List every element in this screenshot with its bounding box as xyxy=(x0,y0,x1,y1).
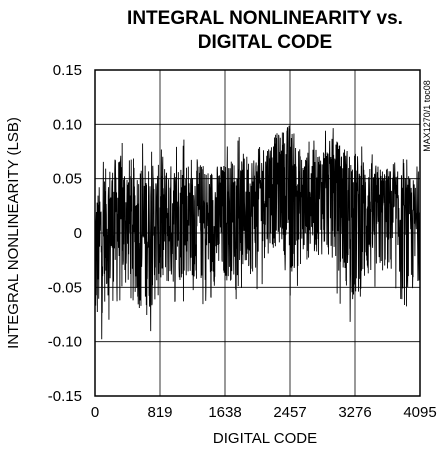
x-tick-label: 819 xyxy=(147,404,172,421)
x-tick-label: 1638 xyxy=(208,404,241,421)
x-tick-label: 0 xyxy=(91,404,99,421)
inl-trace xyxy=(94,125,421,340)
y-tick-label: 0.05 xyxy=(53,171,82,188)
chart-title-line-1: INTEGRAL NONLINEARITY vs. xyxy=(127,8,403,29)
y-axis-label: INTEGRAL NONLINEARITY (LSB) xyxy=(5,117,22,349)
x-tick-label: 2457 xyxy=(273,404,306,421)
y-tick-label: 0.15 xyxy=(53,62,82,79)
plot-frame xyxy=(94,69,421,397)
y-tick-label: -0.10 xyxy=(48,334,82,351)
x-axis-label: DIGITAL CODE xyxy=(213,430,317,447)
y-tick-label: 0 xyxy=(74,225,82,242)
x-axis-ticks: 0 819 1638 2457 3276 4095 xyxy=(91,404,437,421)
figure-id-note: MAX1270/1 toc08 xyxy=(422,80,432,152)
series-ink xyxy=(94,125,421,340)
y-axis-ticks: 0.15 0.10 0.05 0 -0.05 -0.10 -0.15 xyxy=(48,62,82,405)
chart-title-line-2: DIGITAL CODE xyxy=(198,32,332,53)
y-tick-label: 0.10 xyxy=(53,116,82,133)
y-tick-label: -0.15 xyxy=(48,388,82,405)
x-tick-label: 3276 xyxy=(338,404,371,421)
y-tick-label: -0.05 xyxy=(48,279,82,296)
x-tick-label: 4095 xyxy=(403,404,436,421)
